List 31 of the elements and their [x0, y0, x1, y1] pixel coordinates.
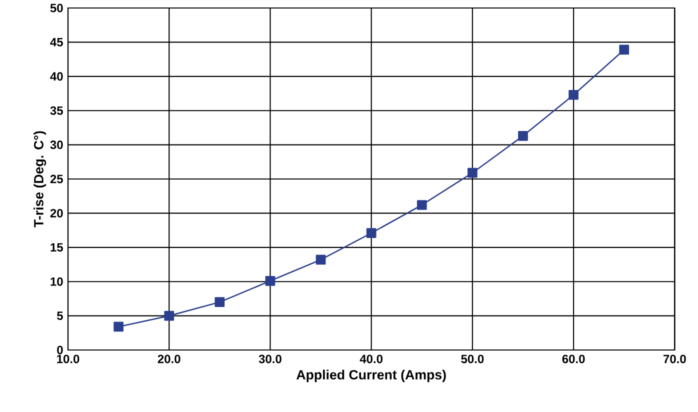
y-tick-label: 50 — [50, 4, 63, 12]
point — [214, 297, 225, 308]
y-tick-label: 40 — [50, 72, 63, 81]
y-tick-label: 25 — [50, 174, 63, 184]
y-tick-label: 10 — [50, 277, 63, 286]
x-tick-label: 50.0 — [461, 354, 484, 364]
x-tick-label: 10.0 — [57, 354, 80, 364]
x-axis-title: Applied Current (Amps) — [296, 370, 446, 382]
x-tick-label: 20.0 — [158, 354, 180, 364]
y-tick-label: 30 — [50, 140, 63, 150]
point — [468, 168, 478, 178]
x-tick-label: 30.0 — [258, 354, 282, 364]
point — [366, 228, 376, 238]
y-tick-label: 35 — [50, 106, 63, 115]
point — [316, 254, 326, 265]
point — [619, 44, 630, 55]
y-axis-title: T-rise (Deg. C°) — [34, 131, 46, 228]
y-tick-label: 45 — [50, 38, 63, 46]
y-tick-label: 15 — [50, 243, 63, 252]
y-tick-label: 5 — [57, 312, 63, 320]
y-tick-label: 20 — [50, 208, 63, 218]
y-tick-label: 0 — [57, 346, 63, 354]
point — [568, 90, 578, 100]
point — [114, 322, 124, 332]
x-tick-label: 60.0 — [562, 354, 585, 364]
x-tick-label: 40.0 — [360, 354, 383, 364]
x-tick-label: 70.0 — [664, 354, 686, 364]
point — [265, 276, 276, 286]
point — [416, 200, 427, 210]
point — [518, 130, 528, 141]
point — [164, 310, 174, 321]
